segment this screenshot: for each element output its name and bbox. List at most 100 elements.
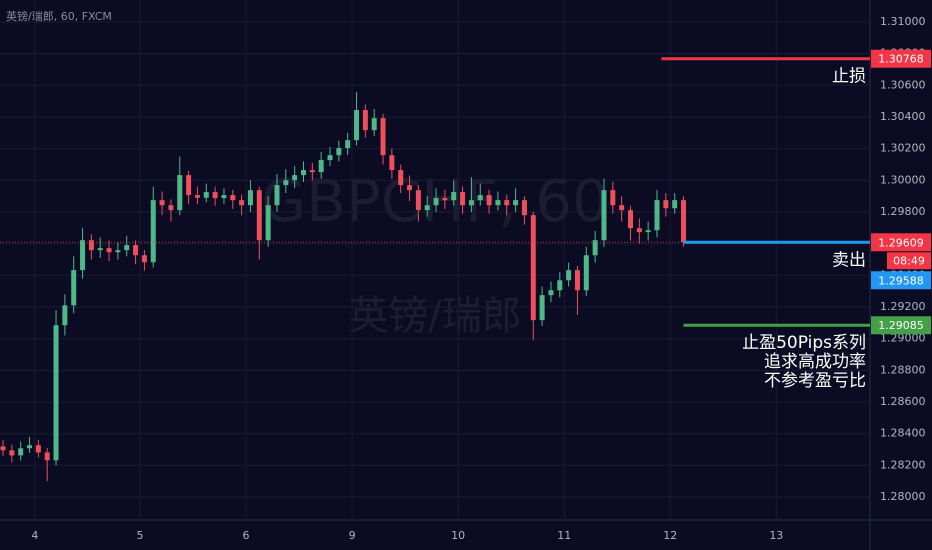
candle-body <box>186 175 192 196</box>
candle-body <box>407 185 413 191</box>
candle-body <box>159 200 165 206</box>
candle-body <box>309 170 315 173</box>
candle-body <box>230 195 236 201</box>
candle-body <box>141 255 147 263</box>
candle-body <box>212 192 218 199</box>
candle-body <box>468 200 474 206</box>
candle-body <box>574 270 580 291</box>
y-tick-label: 1.31000 <box>880 15 926 28</box>
candle-body <box>362 110 368 131</box>
candle-body <box>539 295 545 321</box>
price-box <box>871 49 931 68</box>
y-tick-label: 1.28800 <box>880 363 926 376</box>
candle-body <box>318 160 324 173</box>
candle-body <box>27 445 33 449</box>
candle-body <box>247 190 253 206</box>
x-tick-label: 13 <box>769 529 783 542</box>
candle-body <box>35 445 41 453</box>
candle-body <box>645 230 651 233</box>
candle-body <box>133 245 139 256</box>
candle-body <box>18 448 24 456</box>
x-tick-label: 11 <box>557 529 571 542</box>
candle-body <box>566 270 572 281</box>
candle-body <box>371 118 377 131</box>
candle-body <box>477 195 483 201</box>
candle-body <box>88 240 94 251</box>
candle-body <box>495 200 501 206</box>
candle-body <box>380 118 386 156</box>
candle-body <box>283 180 289 186</box>
y-tick-label: 1.30600 <box>880 78 926 91</box>
x-tick-label: 10 <box>451 529 465 542</box>
countdown-box <box>887 252 931 270</box>
candle-body <box>327 155 333 161</box>
candle-body <box>583 255 589 291</box>
candle-body <box>610 190 616 206</box>
candle-body <box>548 290 554 296</box>
level-note: 止盈50Pips系列 <box>742 333 866 353</box>
candle-body <box>150 200 156 263</box>
candle-body <box>513 200 519 206</box>
candle-body <box>62 305 68 326</box>
candle-body <box>265 205 271 241</box>
candle-body <box>433 198 439 206</box>
candle-body <box>345 140 351 149</box>
level-note: 止损 <box>832 67 866 87</box>
y-tick-label: 1.29000 <box>880 332 926 345</box>
candle-body <box>672 200 678 209</box>
x-tick-label: 12 <box>663 529 677 542</box>
candle-body <box>274 185 280 206</box>
candle-body <box>194 195 200 198</box>
candle-body <box>203 192 209 198</box>
watermark: 英镑/瑞郎 <box>348 293 521 339</box>
candle-body <box>0 446 6 451</box>
candle-body <box>592 240 598 256</box>
level-note: 追求高成功率 <box>764 352 866 372</box>
y-tick-label: 1.28200 <box>880 458 926 471</box>
candle-body <box>601 190 607 241</box>
candle-body <box>44 452 50 461</box>
price-box-label: 1.29085 <box>878 319 924 332</box>
x-tick-label: 6 <box>243 529 250 542</box>
candle-body <box>415 190 421 211</box>
candle-body <box>636 228 642 233</box>
y-tick-label: 1.29200 <box>880 300 926 313</box>
price-box <box>871 271 931 290</box>
candle-body <box>53 325 59 461</box>
candle-body <box>389 155 395 171</box>
candle-body <box>451 192 457 201</box>
y-tick-label: 1.30200 <box>880 142 926 155</box>
candle-body <box>486 195 492 206</box>
y-tick-label: 1.30000 <box>880 173 926 186</box>
candle-body <box>292 175 298 181</box>
candle-body <box>71 270 77 306</box>
price-box <box>871 316 931 335</box>
price-box-label: 1.30768 <box>878 53 924 66</box>
candle-body <box>504 200 510 206</box>
candle-body <box>177 175 183 211</box>
candle-body <box>300 170 306 176</box>
candle-body <box>168 205 174 211</box>
y-tick-label: 1.28000 <box>880 490 926 503</box>
x-tick-label: 4 <box>31 529 38 542</box>
candle-body <box>442 198 448 201</box>
candle-body <box>239 200 245 206</box>
candle-body <box>256 190 262 241</box>
price-box-label: 1.29588 <box>878 274 924 287</box>
candle-body <box>619 205 625 211</box>
candle-body <box>398 170 404 186</box>
candle-body <box>627 210 633 229</box>
candle-body <box>354 110 360 141</box>
candle-body <box>124 245 130 251</box>
candle-body <box>106 248 112 253</box>
x-tick-label: 9 <box>349 529 356 542</box>
candle-body <box>221 195 227 199</box>
candle-body <box>460 192 466 206</box>
price-box-label: 1.29609 <box>878 236 924 249</box>
y-tick-label: 1.28600 <box>880 395 926 408</box>
candle-body <box>654 200 660 231</box>
candle-body <box>681 200 687 243</box>
countdown: 08:49 <box>893 254 925 267</box>
